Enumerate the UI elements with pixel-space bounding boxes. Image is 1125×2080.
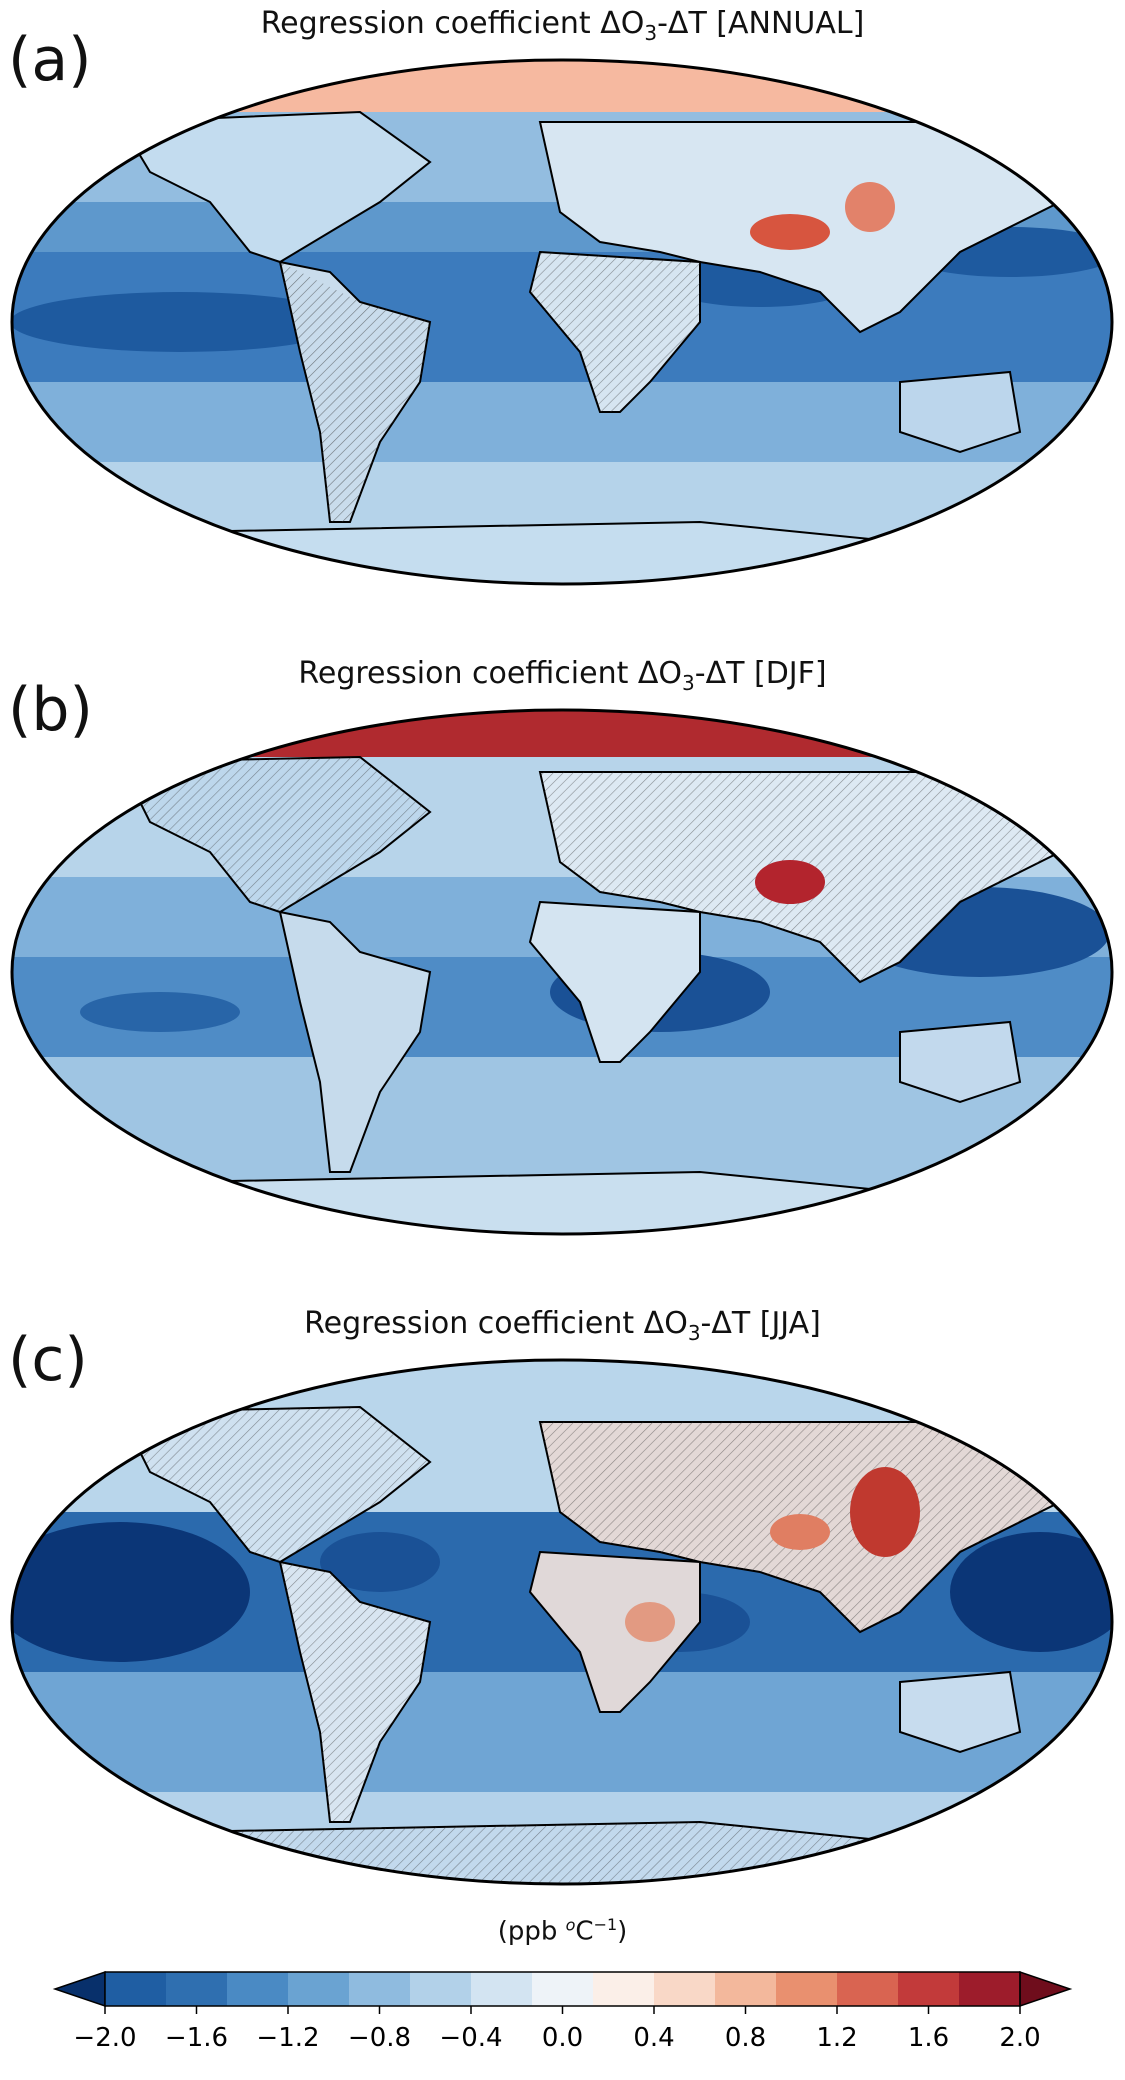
colorbar-tick-label: −0.4 bbox=[439, 2023, 502, 2053]
colorbar-tick-label: 0.4 bbox=[633, 2023, 674, 2053]
world-map-annual bbox=[10, 58, 1114, 586]
panel-title: Regression coefficient ΔO3-ΔT [JJA] bbox=[0, 1306, 1125, 1345]
panel-title: Regression coefficient ΔO3-ΔT [ANNUAL] bbox=[0, 6, 1125, 45]
colorbar-bin bbox=[959, 1972, 1021, 2006]
world-map-djf bbox=[10, 708, 1114, 1236]
title-prefix: Regression coefficient ΔO bbox=[304, 1306, 688, 1341]
title-suffix: -ΔT [ANNUAL] bbox=[657, 6, 865, 41]
world-map-jja bbox=[10, 1358, 1114, 1886]
colorbar-bin bbox=[288, 1972, 350, 2006]
colorbar-bin bbox=[471, 1972, 533, 2006]
panel-letter: (a) bbox=[8, 25, 92, 95]
colorbar-bin bbox=[410, 1972, 472, 2006]
colorbar-tick-label: 1.6 bbox=[908, 2023, 949, 2053]
colorbar-extend-min bbox=[52, 1970, 106, 2008]
colorbar-bin bbox=[532, 1972, 594, 2006]
colorbar-label-sup2: −1 bbox=[593, 1915, 618, 1934]
colorbar-tick-label: −1.2 bbox=[256, 2023, 319, 2053]
colorbar-label-prefix: (ppb bbox=[497, 1916, 566, 1947]
colorbar-tick-label: 1.2 bbox=[816, 2023, 857, 2053]
colorbar-tick-label: 0.0 bbox=[542, 2023, 583, 2053]
colorbar-bin bbox=[227, 1972, 289, 2006]
colorbar: −2.0 −1.6 −1.2 −0.8 −0.4 0.0 0.4 0.8 1.2 1.6 2.0 bbox=[52, 1970, 1073, 2053]
colorbar-extend-max bbox=[1019, 1970, 1073, 2008]
panel-annual: Regression coefficient ΔO3-ΔT [ANNUAL] (… bbox=[0, 0, 1125, 650]
colorbar-label-suffix: ) bbox=[617, 1916, 628, 1947]
panel-djf: Regression coefficient ΔO3-ΔT [DJF] (b) bbox=[0, 650, 1125, 1300]
colorbar-tick-label: −0.8 bbox=[348, 2023, 411, 2053]
colorbar-tick-label: −2.0 bbox=[73, 2023, 136, 2053]
colorbar-bin bbox=[776, 1972, 838, 2006]
colorbar-bin bbox=[593, 1972, 655, 2006]
colorbar-bin bbox=[837, 1972, 899, 2006]
colorbar-label-mid: C bbox=[575, 1916, 594, 1947]
colorbar-bin bbox=[715, 1972, 777, 2006]
title-prefix: Regression coefficient ΔO bbox=[260, 6, 645, 41]
colorbar-tick-label: 2.0 bbox=[999, 2023, 1040, 2053]
panel-letter: (b) bbox=[8, 675, 93, 745]
title-prefix: Regression coefficient ΔO bbox=[298, 656, 683, 691]
colorbar-bin bbox=[166, 1972, 228, 2006]
panel-title: Regression coefficient ΔO3-ΔT [DJF] bbox=[0, 656, 1125, 695]
title-subscript: 3 bbox=[682, 671, 695, 695]
title-suffix: -ΔT [DJF] bbox=[694, 656, 827, 691]
title-subscript: 3 bbox=[644, 21, 658, 45]
colorbar-tick-label: −1.6 bbox=[165, 2023, 228, 2053]
panel-jja: Regression coefficient ΔO3-ΔT [JJA] (c) bbox=[0, 1300, 1125, 1950]
colorbar-label: (ppb oC−1) bbox=[0, 1915, 1125, 1947]
colorbar-bin bbox=[654, 1972, 716, 2006]
colorbar-label-sup1: o bbox=[565, 1915, 576, 1934]
colorbar-bin bbox=[349, 1972, 411, 2006]
colorbar-bin bbox=[898, 1972, 960, 2006]
panel-letter: (c) bbox=[8, 1325, 88, 1395]
colorbar-tick-label: 0.8 bbox=[725, 2023, 766, 2053]
colorbar-bin bbox=[105, 1972, 167, 2006]
title-suffix: -ΔT [JJA] bbox=[700, 1306, 821, 1341]
title-subscript: 3 bbox=[687, 1321, 701, 1345]
